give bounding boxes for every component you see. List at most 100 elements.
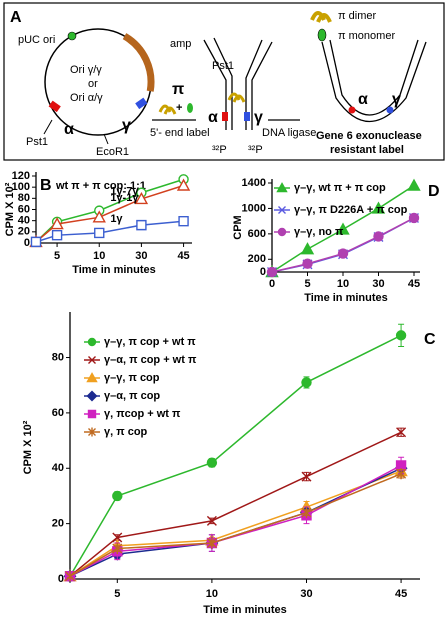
y-tick-label: 100 bbox=[12, 181, 30, 193]
label: π bbox=[172, 81, 184, 98]
alpha-site bbox=[48, 100, 61, 113]
chart-title: wt π + π cop: 1:1 bbox=[55, 180, 146, 192]
label: pUC ori bbox=[18, 34, 55, 46]
monomer-icon bbox=[187, 103, 193, 113]
legend-label: γ, π cop bbox=[104, 426, 148, 438]
x-tick-label: 30 bbox=[135, 250, 147, 262]
legend-label: γ–α, π cop bbox=[104, 390, 160, 402]
marker bbox=[206, 537, 217, 549]
x-tick-label: 5 bbox=[54, 250, 60, 262]
legend-label: γ–α, π cop + wt π bbox=[104, 354, 197, 366]
gamma-site bbox=[244, 112, 250, 121]
label: resistant label bbox=[330, 144, 404, 156]
x-tick-label: 0 bbox=[269, 278, 275, 290]
label: Pst1 bbox=[26, 136, 48, 148]
y-tick-label: 0 bbox=[58, 573, 64, 585]
panel-letter: A bbox=[10, 9, 22, 26]
marker bbox=[336, 222, 350, 235]
legend-label: γ–γ, π D226A + π cop bbox=[294, 204, 408, 216]
marker bbox=[65, 570, 75, 582]
y-tick-label: 60 bbox=[52, 407, 64, 419]
marker bbox=[134, 191, 149, 205]
label: γ bbox=[392, 91, 401, 108]
y-tick-label: 20 bbox=[52, 518, 64, 530]
marker bbox=[301, 507, 312, 519]
legend-marker bbox=[88, 356, 96, 364]
marker bbox=[301, 471, 312, 482]
gamma-site bbox=[135, 97, 148, 110]
marker bbox=[301, 377, 312, 388]
monomer-icon bbox=[317, 28, 327, 42]
panel-letter: B bbox=[40, 177, 52, 194]
label: EcoR1 bbox=[96, 146, 129, 158]
label: α bbox=[358, 91, 368, 108]
marker bbox=[395, 330, 407, 341]
marker bbox=[92, 210, 106, 223]
label: 5'- end label bbox=[150, 127, 210, 139]
x-tick-label: 45 bbox=[395, 588, 407, 600]
y-tick-label: 40 bbox=[52, 462, 64, 474]
label: ³²P bbox=[212, 144, 227, 156]
marker bbox=[112, 532, 123, 543]
y-tick-label: 40 bbox=[18, 215, 30, 227]
ori-dot bbox=[67, 31, 77, 41]
legend-marker bbox=[88, 427, 96, 437]
label: γ bbox=[122, 117, 131, 134]
arrow bbox=[103, 133, 109, 145]
legend-label: γ–γ, wt π + π cop bbox=[294, 182, 386, 194]
dimer-icon bbox=[158, 104, 177, 115]
label: amp bbox=[170, 38, 191, 50]
arrow bbox=[43, 119, 53, 135]
x-tick-label: 45 bbox=[408, 278, 420, 290]
marker bbox=[51, 229, 63, 241]
panel-frame bbox=[3, 2, 445, 161]
legend-label: γ, πcop + wt π bbox=[104, 408, 181, 420]
marker bbox=[396, 468, 407, 480]
label: or bbox=[88, 78, 98, 90]
label: Ori α/γ bbox=[70, 92, 103, 104]
y-tick-label: 1400 bbox=[242, 177, 266, 189]
label: Gene 6 exonuclease bbox=[316, 130, 422, 142]
label: Pst1 bbox=[212, 60, 234, 72]
x-tick-label: 30 bbox=[300, 588, 312, 600]
x-tick-label: 5 bbox=[304, 278, 310, 290]
legend-label: γ–γ, π cop bbox=[104, 372, 160, 384]
marker bbox=[337, 248, 349, 259]
series-line bbox=[69, 470, 402, 577]
marker bbox=[302, 258, 313, 269]
marker bbox=[176, 178, 191, 191]
marker bbox=[206, 515, 217, 526]
label: ³²P bbox=[248, 144, 263, 156]
series-label: 1γ-1γ bbox=[110, 192, 139, 204]
x-tick-label: 5 bbox=[114, 588, 120, 600]
marker bbox=[300, 242, 315, 255]
marker bbox=[408, 212, 420, 224]
marker bbox=[50, 217, 64, 230]
legend-text: π dimer bbox=[338, 10, 376, 22]
label: γ bbox=[254, 109, 263, 126]
y-axis-title: CPM X 10² bbox=[22, 420, 34, 474]
marker bbox=[112, 543, 123, 555]
y-tick-label: 200 bbox=[248, 253, 266, 265]
ligated-dna bbox=[321, 39, 427, 122]
legend-marker bbox=[86, 390, 98, 402]
dimer-icon bbox=[310, 11, 332, 23]
gamma-site bbox=[386, 106, 394, 114]
y-tick-label: 0 bbox=[260, 266, 266, 278]
legend-marker bbox=[278, 206, 286, 214]
marker bbox=[407, 178, 421, 191]
series-label: 1γ-7γ bbox=[110, 186, 139, 198]
y-tick-label: 60 bbox=[18, 203, 30, 215]
legend-text: π monomer bbox=[338, 30, 395, 42]
marker bbox=[266, 266, 278, 278]
y-tick-label: 1000 bbox=[242, 202, 266, 214]
panel-a: A π dimer π monomer pUC ori amp Ori γ/γ … bbox=[3, 2, 445, 161]
label: + bbox=[176, 102, 182, 114]
amp-gene bbox=[122, 33, 155, 92]
alpha-site bbox=[222, 112, 228, 121]
y-tick-label: 120 bbox=[12, 170, 30, 182]
dimer-icon bbox=[227, 92, 246, 103]
marker bbox=[371, 201, 386, 214]
y-tick-label: 80 bbox=[18, 192, 30, 204]
